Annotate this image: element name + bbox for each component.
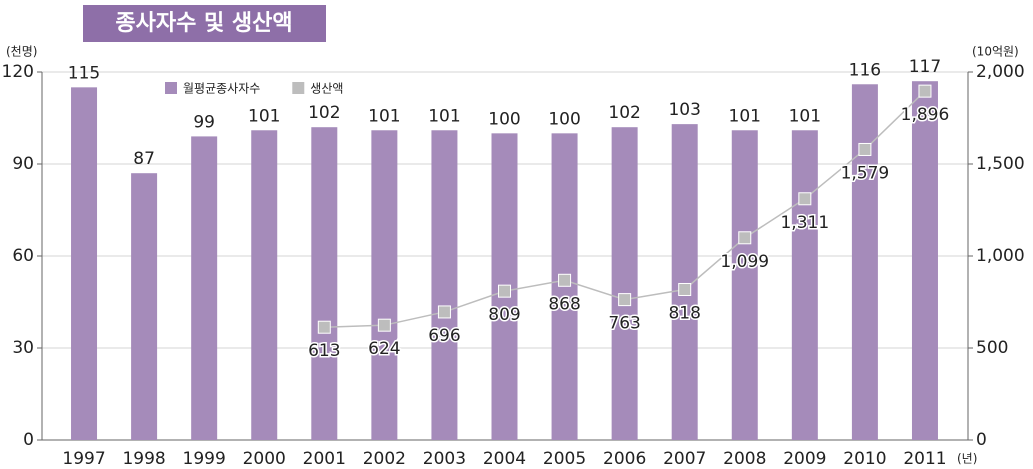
bar-value-label: 117	[909, 57, 941, 77]
bar-value-label: 102	[608, 103, 640, 123]
bar-value-label: 115	[68, 63, 100, 83]
title-box	[83, 5, 326, 42]
bar	[731, 130, 758, 440]
y2-tick-label: 2,000	[976, 62, 1025, 82]
bar	[791, 130, 818, 440]
bar-value-label: 87	[133, 149, 155, 169]
legend-swatch	[292, 82, 305, 94]
line-marker	[558, 273, 572, 287]
bar	[611, 127, 638, 440]
y-tick-label: 90	[12, 154, 34, 174]
line-marker	[678, 282, 692, 296]
line-value-label: 613	[308, 341, 340, 361]
line-value-label: 1,099	[720, 252, 769, 272]
x-tick-label: 2006	[603, 449, 646, 469]
bar	[911, 81, 938, 440]
x-tick-label: 2009	[783, 449, 826, 469]
x-tick-label: 2001	[303, 449, 346, 469]
bar-value-label: 99	[193, 112, 215, 132]
bar-value-label: 101	[729, 106, 761, 126]
line-marker	[618, 293, 632, 307]
line-value-label: 624	[368, 339, 400, 359]
y-tick-label: 120	[2, 62, 34, 82]
line-marker	[437, 305, 451, 319]
bar-value-label: 102	[308, 103, 340, 123]
bar	[251, 130, 278, 440]
bar-value-label: 103	[668, 100, 700, 120]
y-tick-label: 60	[12, 246, 34, 266]
line-marker	[918, 84, 932, 98]
legend-label: 생산액	[310, 82, 343, 96]
x-tick-label: 2000	[243, 449, 286, 469]
line-marker	[317, 320, 331, 334]
bar-value-label: 116	[849, 60, 881, 80]
y2-tick-label: 1,000	[976, 246, 1025, 266]
bar	[311, 127, 338, 440]
line-value-label: 696	[428, 326, 460, 346]
line-marker	[738, 231, 752, 245]
x-tick-label: 2008	[723, 449, 766, 469]
line-value-label: 763	[608, 314, 640, 334]
line-value-label: 1,579	[841, 163, 890, 183]
legend-swatch	[165, 82, 177, 94]
x-unit: (년)	[957, 452, 977, 466]
x-tick-label: 2010	[843, 449, 886, 469]
x-tick-label: 2003	[423, 449, 466, 469]
x-tick-label: 2007	[663, 449, 706, 469]
line-marker	[798, 192, 812, 206]
bar	[71, 87, 98, 440]
x-tick-label: 2002	[363, 449, 406, 469]
y2-tick-label: 1,500	[976, 154, 1025, 174]
line-value-label: 818	[668, 303, 700, 323]
x-tick-label: 1997	[62, 449, 105, 469]
bar	[431, 130, 458, 440]
line-marker	[377, 318, 391, 332]
legend-label: 월평균종사자수	[183, 82, 260, 96]
line-marker	[858, 142, 872, 156]
x-tick-label: 1999	[183, 449, 226, 469]
y2-tick-label: 500	[976, 338, 1008, 358]
line-value-label: 868	[548, 294, 580, 314]
y-unit: (천명)	[6, 44, 37, 59]
bar	[851, 84, 878, 441]
line-value-label: 1,311	[780, 213, 829, 233]
y2-unit: (10억원)	[972, 45, 1019, 59]
x-tick-label: 1998	[122, 449, 165, 469]
line-value-label: 809	[488, 305, 520, 325]
y-tick-label: 30	[12, 338, 34, 358]
bar-value-label: 100	[488, 109, 520, 129]
bar-value-label: 101	[428, 106, 460, 126]
chart-title: 종사자수 및 생산액	[115, 11, 292, 36]
y2-tick-label: 0	[976, 430, 987, 450]
x-tick-label: 2005	[543, 449, 586, 469]
bar-value-label: 100	[548, 109, 580, 129]
bar-value-label: 101	[248, 106, 280, 126]
x-tick-label: 2004	[483, 449, 526, 469]
x-tick-label: 2011	[903, 449, 946, 469]
bar	[371, 130, 398, 440]
y-tick-label: 0	[23, 430, 34, 450]
line-value-label: 1,896	[901, 105, 950, 125]
bar-value-label: 101	[789, 106, 821, 126]
bar	[131, 173, 158, 440]
line-marker	[498, 284, 511, 298]
bar	[191, 136, 218, 440]
bar-value-label: 101	[368, 106, 400, 126]
